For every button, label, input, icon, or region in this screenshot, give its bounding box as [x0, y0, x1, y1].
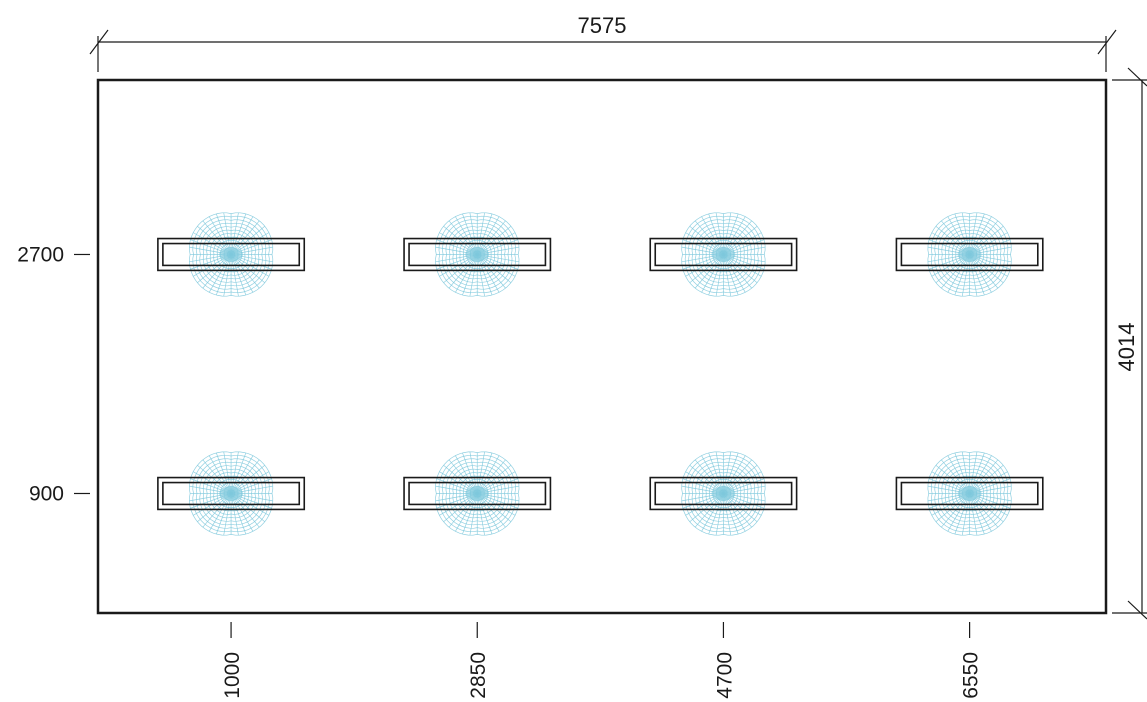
luminaire-outer-outline	[649, 476, 798, 511]
light-distribution-mesh	[435, 212, 520, 297]
luminaire-outer-outline	[403, 476, 552, 511]
luminaire-outer-outline	[157, 237, 306, 272]
luminaire	[403, 212, 552, 297]
light-distribution-mesh	[927, 212, 1012, 297]
dimension-lines	[89, 29, 1147, 620]
luminaire-outer-outline	[895, 237, 1044, 272]
depth-tick-top	[1127, 67, 1147, 87]
luminaire-inner-outline	[654, 242, 793, 267]
x-tick-label: 4700	[713, 652, 736, 699]
luminaire-inner-outline	[900, 481, 1039, 506]
room-outline	[96, 78, 1108, 615]
luminaire	[157, 451, 306, 536]
luminaire-outer-outline	[649, 237, 798, 272]
light-distribution-mesh	[681, 451, 766, 536]
room-depth-label: 4014	[1114, 323, 1139, 372]
depth-tick-bottom	[1127, 600, 1147, 620]
luminaire	[649, 212, 798, 297]
x-tick-label: 1000	[221, 652, 244, 699]
luminaire-outer-outline	[403, 237, 552, 272]
luminaire-inner-outline	[654, 481, 793, 506]
luminaire-inner-outline	[408, 481, 547, 506]
y-tick-label: 900	[29, 482, 64, 505]
luminaire-inner-outline	[162, 242, 301, 267]
luminaire-outer-outline	[157, 476, 306, 511]
y-tick-label: 2700	[17, 243, 64, 266]
light-distribution-mesh	[681, 212, 766, 297]
axis-ticks: 1000 2850 4700 6550 2700 900	[17, 243, 982, 698]
light-distribution-mesh	[435, 451, 520, 536]
luminaire	[649, 451, 798, 536]
x-tick-label: 6550	[960, 652, 983, 699]
luminaire-outer-outline	[895, 476, 1044, 511]
room-width-label: 7575	[578, 13, 627, 38]
light-distribution-mesh	[189, 451, 274, 536]
light-distribution-mesh	[189, 212, 274, 297]
width-tick-left	[89, 29, 109, 55]
luminaire	[157, 212, 306, 297]
luminaire	[895, 451, 1044, 536]
luminaires	[157, 212, 1044, 536]
luminaire	[403, 451, 552, 536]
luminaire	[895, 212, 1044, 297]
luminaire-inner-outline	[900, 242, 1039, 267]
luminaire-inner-outline	[162, 481, 301, 506]
x-tick-label: 2850	[467, 652, 490, 699]
light-distribution-mesh	[927, 451, 1012, 536]
luminaire-inner-outline	[408, 242, 547, 267]
width-tick-right	[1097, 29, 1117, 55]
